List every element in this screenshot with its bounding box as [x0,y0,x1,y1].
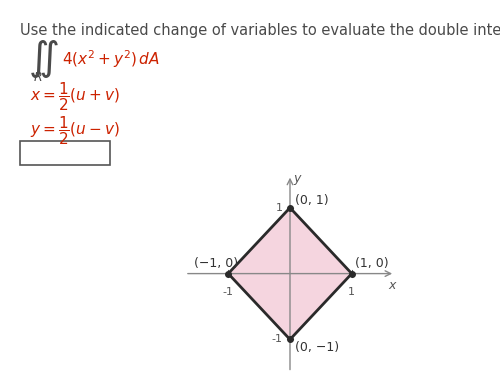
Text: R: R [34,71,42,84]
Text: y: y [294,172,301,185]
Text: $\iint$: $\iint$ [28,38,58,80]
Text: -1: -1 [222,287,234,297]
Text: $x = \dfrac{1}{2}(u + v)$: $x = \dfrac{1}{2}(u + v)$ [30,81,120,113]
Text: x: x [388,279,396,292]
Text: -1: -1 [272,334,282,344]
Text: (0, −1): (0, −1) [295,341,339,354]
Text: Use the indicated change of variables to evaluate the double integral.: Use the indicated change of variables to… [20,23,500,38]
FancyBboxPatch shape [20,141,110,165]
Text: (0, 1): (0, 1) [295,195,328,207]
Text: (1, 0): (1, 0) [355,257,388,270]
Text: $4(x^2 + y^2)\,dA$: $4(x^2 + y^2)\,dA$ [62,48,160,70]
Text: (−1, 0): (−1, 0) [194,257,238,270]
Text: 1: 1 [276,203,282,213]
Text: 1: 1 [348,287,356,297]
Text: $y = \dfrac{1}{2}(u - v)$: $y = \dfrac{1}{2}(u - v)$ [30,115,120,147]
Polygon shape [228,208,352,339]
